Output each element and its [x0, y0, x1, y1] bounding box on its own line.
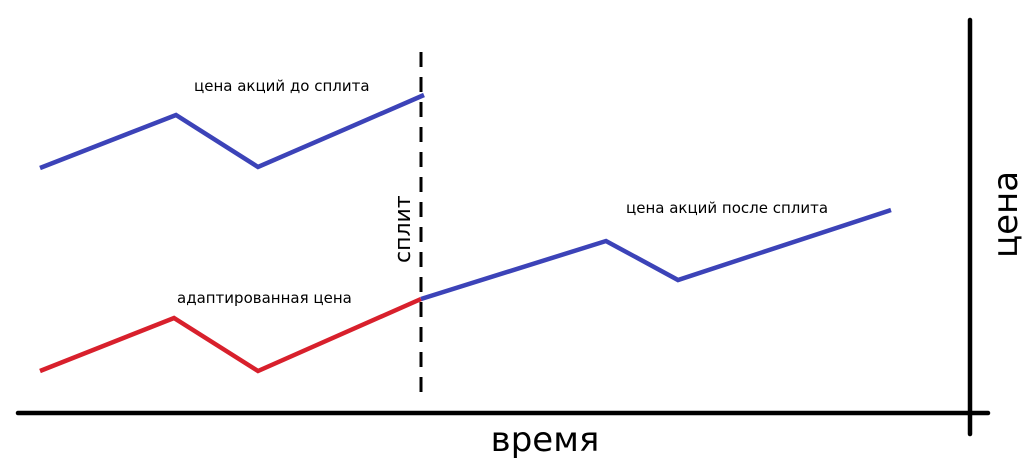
before-split-label: цена акций до сплита	[194, 77, 370, 95]
x-axis-label: время	[491, 420, 600, 460]
adjusted-price-label: адаптированная цена	[177, 289, 352, 307]
after-split-label: цена акций после сплита	[626, 199, 828, 217]
after-split-price-line	[420, 207, 892, 302]
before-split-price-line	[39, 92, 425, 171]
split-label: сплит	[391, 195, 416, 263]
adjusted-price-line	[39, 296, 422, 374]
y-axis-label: цена	[986, 171, 1024, 258]
